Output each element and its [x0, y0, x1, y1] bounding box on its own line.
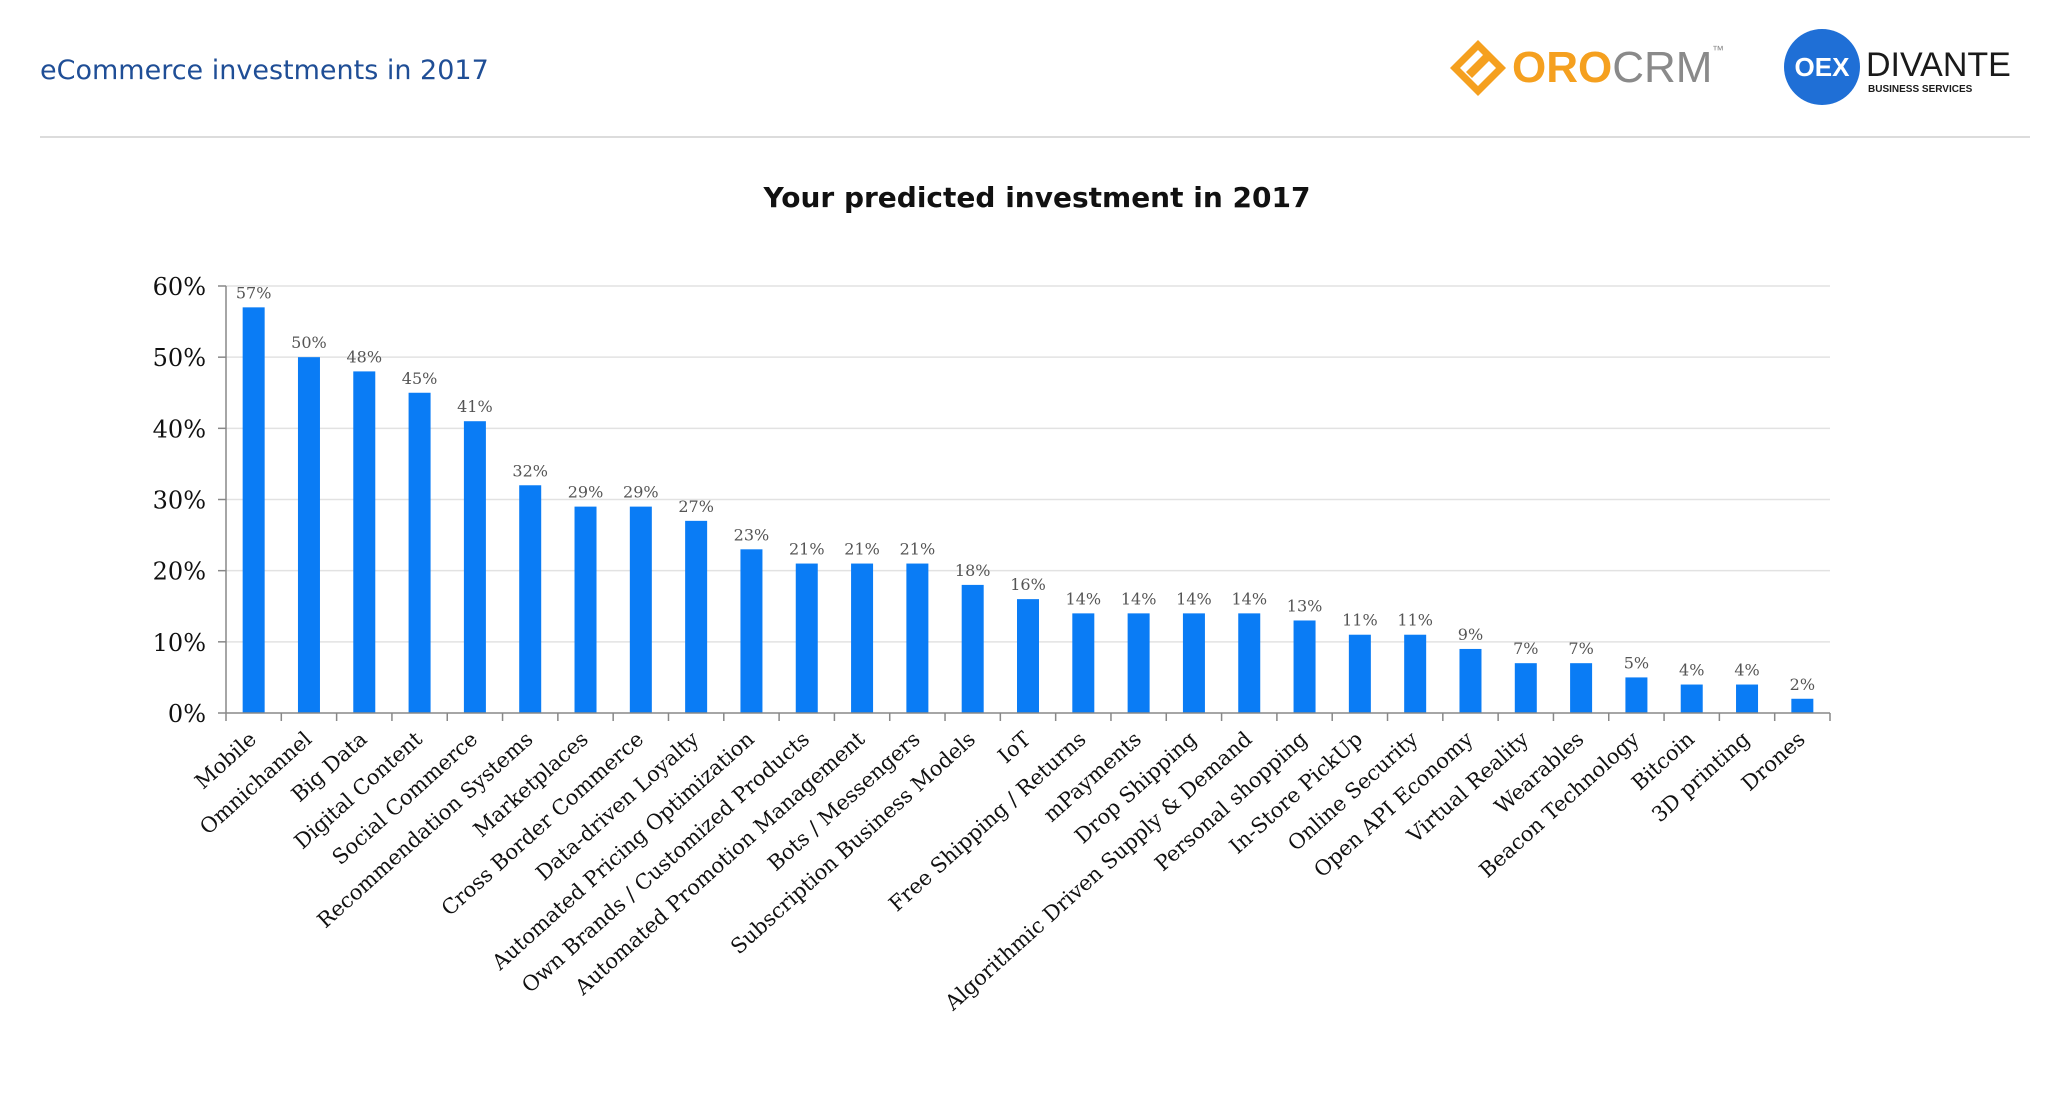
- header-divider: [40, 136, 2030, 138]
- data-label: 14%: [1066, 589, 1102, 608]
- bar: [1680, 684, 1703, 713]
- divante-badge-text: OEX: [1795, 52, 1851, 82]
- data-label: 11%: [1342, 611, 1378, 630]
- divante-circle-icon: [1784, 29, 1860, 105]
- bar: [1017, 599, 1039, 713]
- bar: [1514, 663, 1537, 713]
- y-tick-label: 40%: [153, 415, 206, 443]
- divante-wordmark: DIVANTE: [1866, 46, 2011, 84]
- bar: [961, 584, 984, 713]
- orocrm-tm: ™: [1712, 43, 1724, 57]
- data-label: 7%: [1513, 639, 1538, 658]
- data-label: 29%: [568, 483, 604, 502]
- data-label: 9%: [1458, 625, 1483, 644]
- data-label: 27%: [678, 497, 714, 516]
- data-label: 4%: [1734, 661, 1759, 680]
- bar: [1736, 684, 1759, 713]
- investment-bar-chart: Your predicted investment in 2017 0% 10% 2…: [153, 181, 1831, 1016]
- data-label: 41%: [457, 397, 493, 416]
- data-label: 45%: [402, 369, 438, 388]
- bar: [1791, 698, 1814, 713]
- data-label: 16%: [1010, 575, 1046, 594]
- bar: [1072, 613, 1095, 713]
- data-label: 32%: [512, 461, 548, 480]
- y-tick-label: 60%: [153, 273, 206, 301]
- bar: [685, 520, 708, 713]
- y-tick-label: 0%: [168, 700, 206, 728]
- data-label: 21%: [900, 540, 936, 559]
- data-label: 2%: [1790, 675, 1815, 694]
- bar: [242, 307, 265, 713]
- data-label: 11%: [1397, 611, 1433, 630]
- chart-bars: [242, 307, 1814, 713]
- bar: [463, 421, 486, 713]
- data-label: 14%: [1176, 589, 1212, 608]
- divante-tagline: BUSINESS SERVICES: [1868, 84, 1973, 95]
- data-label: 7%: [1568, 639, 1593, 658]
- data-label: 29%: [623, 483, 659, 502]
- bar: [629, 506, 652, 713]
- bar: [1348, 634, 1371, 713]
- svg-text:OROCRM: OROCRM: [1512, 43, 1712, 92]
- bar: [1459, 648, 1482, 713]
- bar: [795, 563, 818, 713]
- data-label: 14%: [1231, 589, 1267, 608]
- bar: [740, 549, 763, 713]
- data-label: 57%: [236, 283, 272, 302]
- orocrm-logo: OROCRM ™: [1450, 40, 1724, 96]
- data-label: 18%: [955, 561, 991, 580]
- orocrm-diamond-icon: [1450, 40, 1506, 96]
- orocrm-wordmark-oro: ORO: [1512, 43, 1612, 92]
- bar: [1182, 613, 1205, 713]
- data-label: 50%: [291, 333, 327, 352]
- data-label: 4%: [1679, 661, 1704, 680]
- y-tick-label: 50%: [153, 344, 206, 372]
- bar: [1625, 677, 1648, 713]
- y-axis: 0% 10% 20% 30% 40% 50% 60%: [153, 273, 227, 728]
- bar: [297, 357, 320, 713]
- bar: [906, 563, 929, 713]
- bar: [1404, 634, 1427, 713]
- data-label: 13%: [1287, 596, 1323, 615]
- bar: [574, 506, 597, 713]
- bar: [408, 392, 431, 713]
- bar: [353, 371, 376, 713]
- bar: [1127, 613, 1150, 713]
- x-tick-label: IoT: [993, 727, 1035, 768]
- y-tick-label: 30%: [153, 487, 206, 515]
- bar: [519, 485, 542, 713]
- chart-data-labels: 57% 50% 48% 45% 41% 32% 29% 29% 27% 23% 21% 21% 21% 1…: [236, 283, 1815, 693]
- y-tick-label: 10%: [153, 629, 206, 657]
- bar: [1238, 613, 1261, 713]
- data-label: 5%: [1624, 653, 1649, 672]
- x-tick-label: Drones: [1737, 727, 1810, 796]
- data-label: 21%: [844, 540, 880, 559]
- data-label: 48%: [346, 347, 382, 366]
- data-label: 14%: [1121, 589, 1157, 608]
- data-label: 23%: [734, 525, 770, 544]
- orocrm-wordmark-crm: CRM: [1612, 43, 1712, 92]
- bar: [851, 563, 874, 713]
- y-tick-label: 20%: [153, 558, 206, 586]
- chart-title: Your predicted investment in 2017: [763, 181, 1311, 214]
- divante-logo: OEX DIVANTE BUSINESS SERVICES: [1784, 29, 2011, 105]
- page-title: eCommerce investments in 2017: [40, 55, 489, 86]
- data-label: 21%: [789, 540, 825, 559]
- bar: [1570, 663, 1593, 713]
- bar: [1293, 620, 1316, 713]
